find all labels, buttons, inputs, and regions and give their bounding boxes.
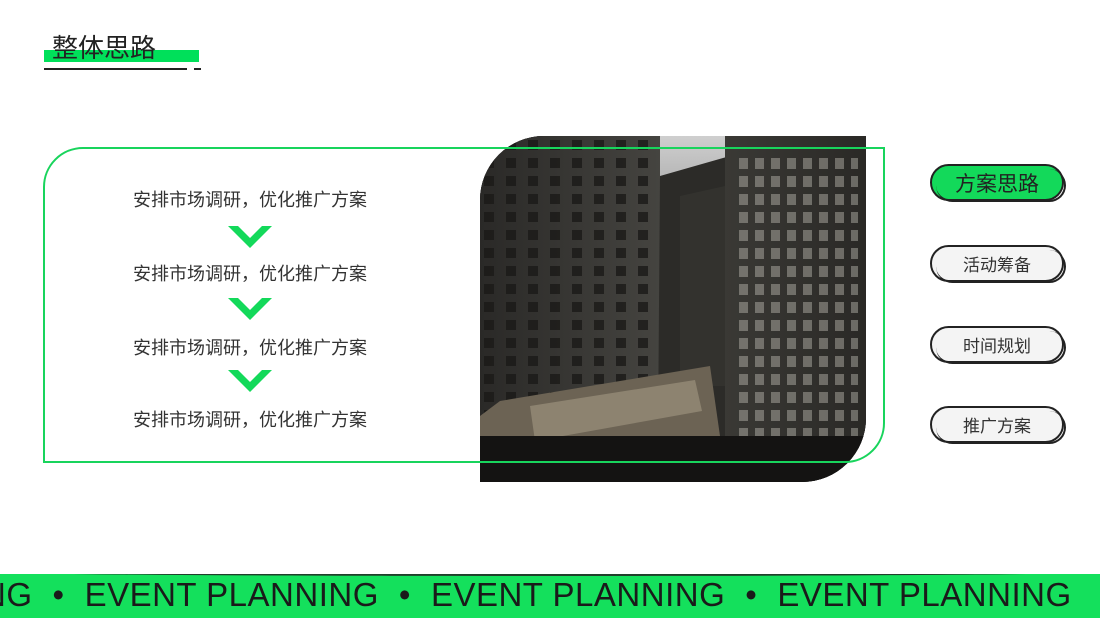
banner-text: EVENT PLANNING (84, 576, 379, 613)
page-title-block: 整体思路 (44, 28, 204, 76)
chevron-down-icon (228, 370, 272, 392)
banner-text: EVENT PLANNING (430, 576, 726, 613)
step-text-1: 安排市场调研，优化推广方案 (133, 190, 367, 211)
bullet-icon: • (52, 576, 65, 613)
step-text-2: 安排市场调研，优化推广方案 (133, 264, 367, 285)
banner-track: NG • EVENT PLANNING • EVENT PLANNING • EVENT P… (0, 576, 1092, 614)
banner-text: EVENT PLANNING (777, 576, 1072, 613)
chevron-down-icon (228, 298, 272, 320)
nav-button-promotion[interactable]: 推广方案 (930, 406, 1066, 444)
page-title: 整体思路 (52, 34, 157, 64)
step-text-3: 安排市场调研，优化推广方案 (133, 338, 367, 359)
step-text-4: 安排市场调研，优化推广方案 (133, 410, 367, 431)
event-planning-banner: NG • EVENT PLANNING • EVENT PLANNING • EVENT P… (0, 574, 1100, 618)
nav-button-plan-ideas[interactable]: 方案思路 (930, 164, 1066, 202)
title-underline (44, 68, 187, 70)
nav-button-timeline[interactable]: 时间规划 (930, 326, 1066, 364)
city-buildings-photo (480, 136, 866, 482)
bullet-icon: • (398, 576, 411, 613)
banner-text: NG (0, 576, 33, 613)
bullet-icon: • (745, 576, 758, 613)
chevron-down-icon (228, 226, 272, 248)
nav-button-event-prep[interactable]: 活动筹备 (930, 245, 1066, 283)
title-highlight (44, 50, 199, 62)
title-underline-dash (194, 68, 201, 70)
